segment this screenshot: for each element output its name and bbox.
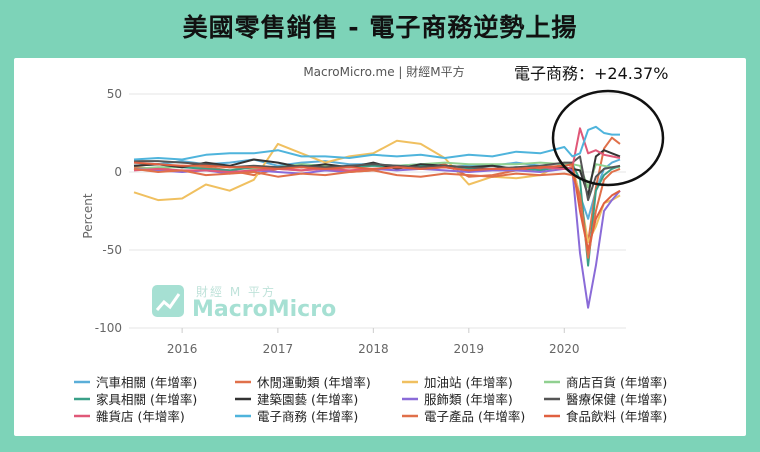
watermark-text: MacroMicro [192, 297, 336, 322]
series-line-11 [133, 161, 621, 251]
series-line-2 [133, 139, 621, 244]
highlight-circle [551, 89, 665, 187]
legend-label: 服飾類 (年增率) [424, 392, 513, 407]
legend-label: 汽車相關 (年增率) [96, 375, 197, 390]
x-tick-label: 2019 [454, 342, 485, 356]
legend-label: 家具相關 (年增率) [96, 392, 197, 407]
legend-item[interactable]: 商店百貨 (年增率) [544, 375, 667, 390]
y-tick-label: -100 [95, 321, 122, 335]
annotation-label: 電子商務：+24.37% [514, 64, 668, 83]
x-tick-label: 2016 [167, 342, 198, 356]
chart-source: MacroMicro.me | 財經M平方 [303, 64, 464, 79]
legend-item[interactable]: 休閒運動類 (年增率) [235, 375, 371, 390]
legend-label: 商店百貨 (年增率) [566, 375, 667, 390]
legend-item[interactable]: 醫療保健 (年增率) [544, 392, 667, 407]
legend-item[interactable]: 雜貨店 (年增率) [74, 409, 185, 424]
legend-label: 電子商務 (年增率) [257, 409, 358, 424]
y-tick-label: 0 [114, 165, 122, 179]
y-tick-label: 50 [107, 87, 122, 101]
legend-label: 休閒運動類 (年增率) [257, 375, 371, 390]
watermark: 財經 M 平方 MacroMicro [152, 284, 336, 322]
page-title: 美國零售銷售 - 電子商務逆勢上揚 [182, 13, 578, 42]
legend-item[interactable]: 服飾類 (年增率) [402, 392, 513, 407]
legend-item[interactable]: 食品飲料 (年增率) [544, 409, 667, 424]
legend-item[interactable]: 電子商務 (年增率) [235, 409, 358, 424]
legend-label: 食品飲料 (年增率) [566, 409, 667, 424]
legend: 汽車相關 (年增率) 休閒運動類 (年增率) 加油站 (年增率) 商店百貨 (年增率)… [74, 375, 667, 424]
y-axis-label: Percent [81, 193, 95, 238]
legend-item[interactable]: 電子產品 (年增率) [402, 409, 525, 424]
series-line-1 [133, 136, 621, 244]
watermark-subtitle: 財經 M 平方 [196, 284, 276, 299]
watermark-logo-icon [152, 285, 184, 317]
series-line-10 [133, 167, 621, 259]
y-tick-label: -50 [102, 243, 122, 257]
series-line-5 [133, 149, 621, 197]
legend-label: 電子產品 (年增率) [424, 409, 525, 424]
line-chart: MacroMicro.me | 財經M平方 電子商務：+24.37% 50 0 -5… [74, 64, 668, 424]
series-lines [133, 125, 621, 309]
legend-item[interactable]: 加油站 (年增率) [402, 375, 513, 390]
legend-label: 加油站 (年增率) [424, 375, 513, 390]
legend-label: 雜貨店 (年增率) [96, 409, 185, 424]
series-line-9 [133, 125, 620, 161]
x-tick-label: 2018 [358, 342, 389, 356]
chart-panel: MacroMicro.me | 財經M平方 電子商務：+24.37% 50 0 -5… [14, 58, 746, 436]
legend-label: 建築園藝 (年增率) [257, 392, 358, 407]
y-ticks: 50 0 -50 -100 [95, 87, 122, 335]
x-tick-label: 2020 [549, 342, 580, 356]
legend-item[interactable]: 家具相關 (年增率) [74, 392, 197, 407]
legend-label: 醫療保健 (年增率) [566, 392, 667, 407]
x-ticks: 2016 2017 2018 2019 2020 [167, 328, 580, 356]
x-tick-label: 2017 [263, 342, 294, 356]
legend-item[interactable]: 汽車相關 (年增率) [74, 375, 197, 390]
legend-item[interactable]: 建築園藝 (年增率) [235, 392, 358, 407]
